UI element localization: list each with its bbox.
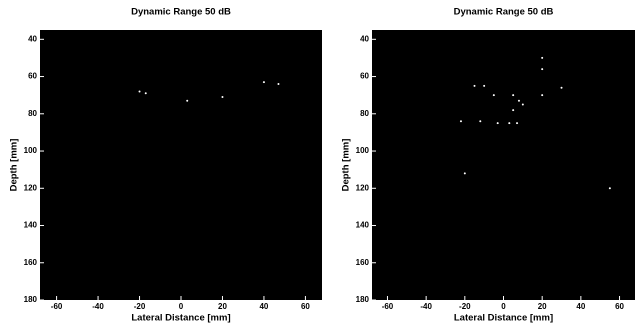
y-tick-label: 100 bbox=[356, 146, 370, 155]
plot-area bbox=[372, 30, 635, 300]
bright-spot bbox=[493, 94, 495, 96]
bright-spot bbox=[561, 87, 563, 89]
x-tick-label: 40 bbox=[259, 302, 268, 311]
bright-spot bbox=[277, 83, 279, 85]
bright-spot bbox=[263, 81, 265, 83]
bright-spot bbox=[473, 85, 475, 87]
x-tick-label: -60 bbox=[51, 302, 63, 311]
x-tick-label: 20 bbox=[538, 302, 547, 311]
x-tick-label: -40 bbox=[92, 302, 104, 311]
chart-title: Dynamic Range 50 dB bbox=[454, 7, 554, 18]
bright-spot bbox=[522, 103, 524, 105]
y-tick-label: 160 bbox=[356, 258, 370, 267]
y-tick-label: 140 bbox=[24, 221, 38, 230]
bright-spot bbox=[508, 122, 510, 124]
bright-spot bbox=[541, 94, 543, 96]
y-tick-label: 140 bbox=[356, 221, 370, 230]
bright-spot bbox=[512, 109, 514, 111]
x-tick-label: 20 bbox=[218, 302, 227, 311]
y-axis-label: Depth [mm] bbox=[341, 139, 352, 192]
y-tick-label: 60 bbox=[360, 72, 369, 81]
bright-spot bbox=[516, 122, 518, 124]
y-tick-label: 40 bbox=[360, 34, 369, 43]
bright-spot bbox=[139, 90, 141, 92]
x-tick-label: -60 bbox=[382, 302, 394, 311]
x-tick-label: 60 bbox=[615, 302, 624, 311]
y-tick-label: 80 bbox=[28, 109, 37, 118]
bright-spot bbox=[464, 172, 466, 174]
y-tick-label: 160 bbox=[24, 258, 38, 267]
bright-spot bbox=[518, 100, 520, 102]
y-axis-label: Depth [mm] bbox=[9, 139, 20, 192]
y-tick-label: 180 bbox=[24, 295, 38, 304]
x-tick-label: 40 bbox=[576, 302, 585, 311]
bright-spot bbox=[512, 94, 514, 96]
y-tick-label: 80 bbox=[360, 109, 369, 118]
x-tick-label: 60 bbox=[301, 302, 310, 311]
x-axis-label: Lateral Distance [mm] bbox=[131, 313, 230, 324]
chart-title: Dynamic Range 50 dB bbox=[131, 7, 231, 18]
y-tick-label: 120 bbox=[356, 183, 370, 192]
x-tick-label: 0 bbox=[179, 302, 184, 311]
bright-spot bbox=[479, 120, 481, 122]
bright-spot bbox=[541, 57, 543, 59]
bright-spot bbox=[541, 68, 543, 70]
y-tick-label: 180 bbox=[356, 295, 370, 304]
x-tick-label: 0 bbox=[501, 302, 506, 311]
y-tick-label: 40 bbox=[28, 34, 37, 43]
y-tick-label: 100 bbox=[24, 146, 38, 155]
bright-spot bbox=[483, 85, 485, 87]
y-tick-label: 60 bbox=[28, 72, 37, 81]
chart-panel: Dynamic Range 50 dB Lateral Distance [mm]… bbox=[9, 7, 322, 324]
bright-spot bbox=[145, 92, 147, 94]
figure: Dynamic Range 50 dB Lateral Distance [mm]… bbox=[0, 0, 643, 324]
x-axis-label: Lateral Distance [mm] bbox=[454, 313, 553, 324]
y-tick-label: 120 bbox=[24, 183, 38, 192]
chart-panel: Dynamic Range 50 dB Lateral Distance [mm]… bbox=[341, 7, 635, 324]
plot-area bbox=[40, 30, 322, 300]
bright-spot bbox=[460, 120, 462, 122]
x-tick-label: -40 bbox=[420, 302, 432, 311]
x-tick-label: -20 bbox=[134, 302, 146, 311]
bright-spot bbox=[186, 100, 188, 102]
bright-spot bbox=[609, 187, 611, 189]
x-tick-label: -20 bbox=[459, 302, 471, 311]
bright-spot bbox=[497, 122, 499, 124]
bright-spot bbox=[221, 96, 223, 98]
